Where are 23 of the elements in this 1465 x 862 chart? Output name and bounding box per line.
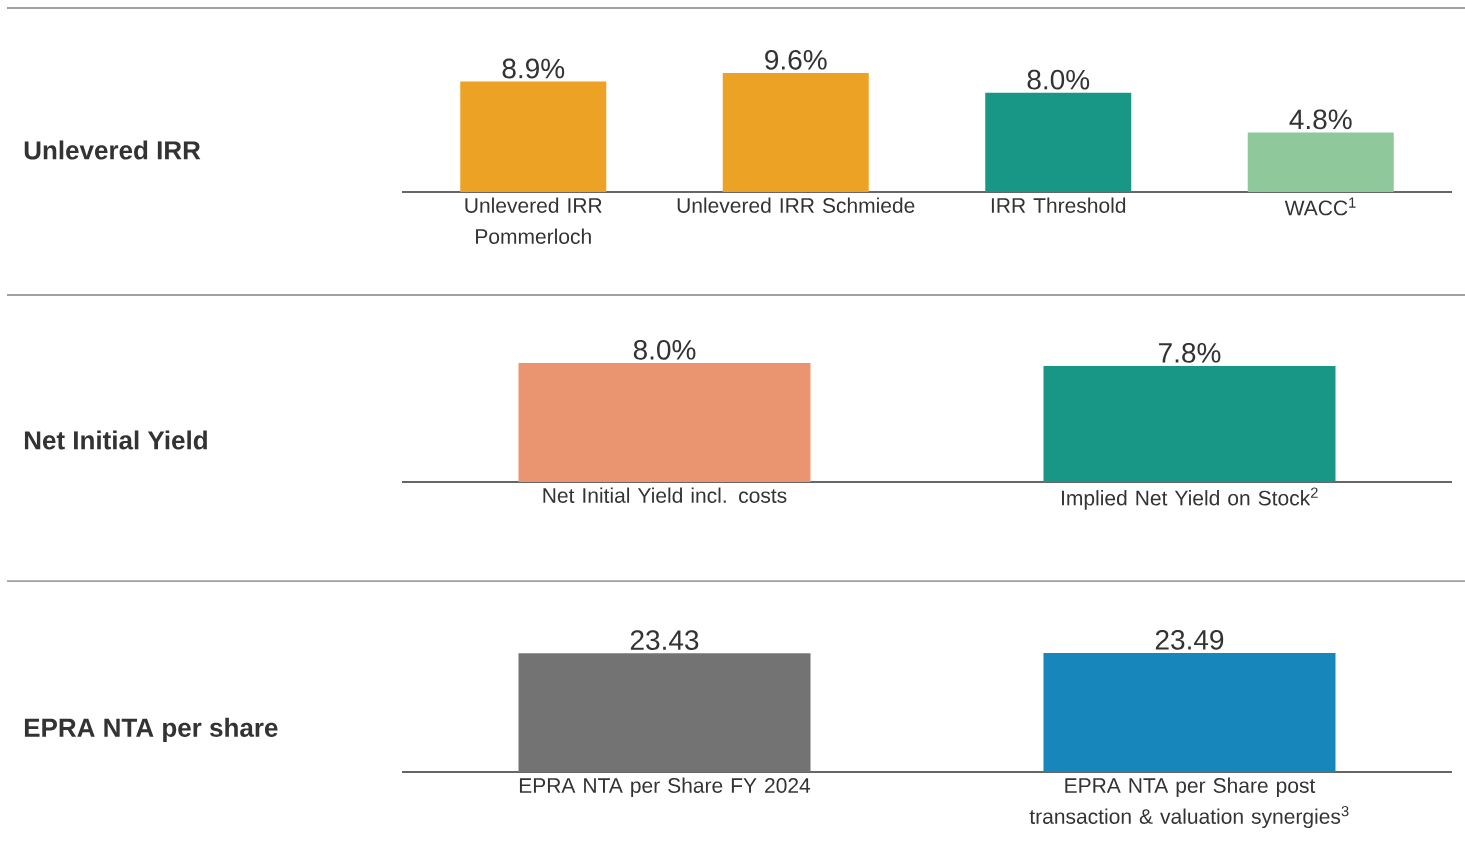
y-axis-title: Net Initial Yield (24, 430, 207, 450)
x-tick-label: EPRA NTA per Share post transaction & valuation synergies$^{3}$ (1029, 777, 1349, 829)
bar (985, 92, 1132, 192)
x-tick-label: Net Initial Yield incl. costs (543, 487, 787, 503)
x-tick-label: EPRA NTA per Share FY 2024 (519, 777, 811, 798)
bar (722, 72, 869, 192)
x-tick-label: Unlevered IRR Pommerloch (465, 197, 602, 244)
x-tick-label: WACC$^{1}$ (1284, 197, 1356, 216)
data-label: 8.9% (502, 58, 565, 79)
data-label: 23.43 (630, 630, 699, 651)
bar (1247, 132, 1394, 192)
data-label: 4.8% (1289, 109, 1352, 130)
data-label: 9.6% (765, 49, 827, 70)
data-label: 8.0% (1027, 69, 1090, 90)
data-label: 7.8% (1159, 342, 1221, 363)
data-label: 8.0% (633, 339, 696, 360)
data-label: 23.49 (1155, 629, 1224, 650)
y-axis-title: EPRA NTA per share (24, 717, 278, 743)
x-tick-label: IRR Threshold (991, 197, 1126, 213)
bar (460, 81, 607, 192)
y-axis-title: Unlevered IRR (24, 140, 201, 160)
x-tick-label: Unlevered IRR Schmiede (677, 197, 915, 213)
x-tick-label: Implied Net Yield on Stock$^{2}$ (1062, 487, 1318, 510)
